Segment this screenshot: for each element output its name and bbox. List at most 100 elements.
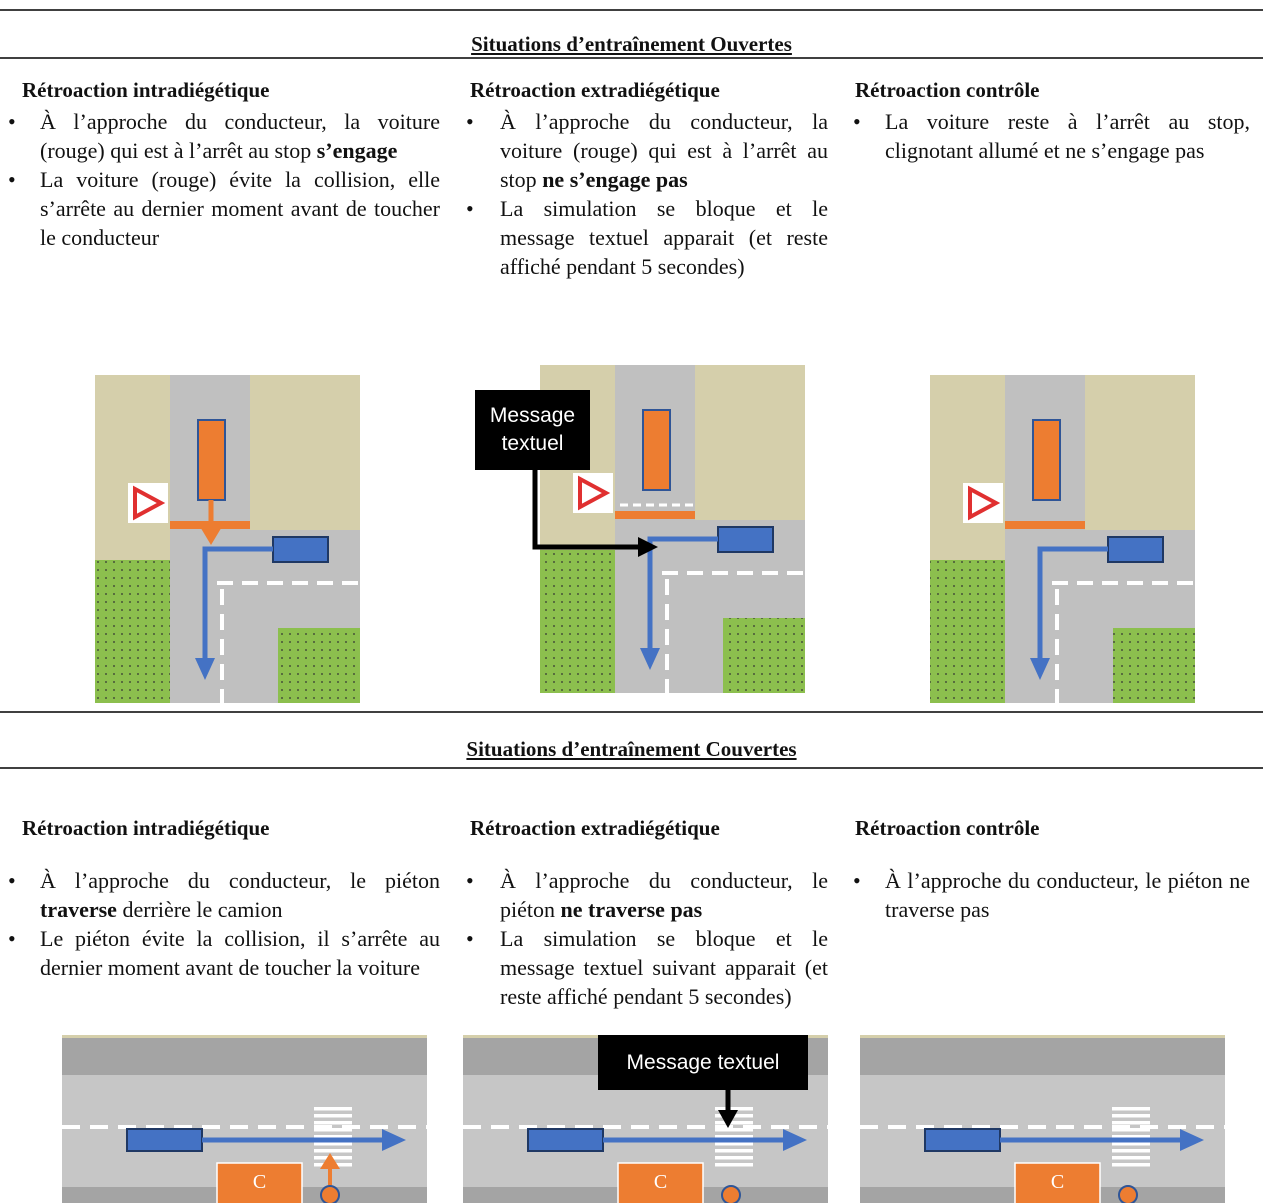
bullet: • [8,868,16,893]
sidewalk [860,1035,1225,1075]
curb [62,1035,427,1038]
bullet: • [466,868,474,893]
crosswalk-stripe [314,1107,352,1111]
building [930,375,1005,560]
crosswalk-stripe [1112,1128,1150,1132]
crosswalk-stripe [314,1156,352,1160]
red-car [642,409,671,491]
crosswalk-stripe [715,1128,753,1132]
column-heading: Rétroaction extradiégétique [470,816,720,840]
building [1085,375,1195,530]
bullet-list: • À l’approche du conducteur, la voiture … [466,107,828,281]
bullet-item: • Le piéton évite la collision, il s’arrê… [8,924,440,982]
arrow-head [320,1153,340,1169]
crosswalk-stripe [1112,1135,1150,1139]
truck-label: C [653,1171,668,1193]
crosswalk-stripe [314,1142,352,1146]
truck-label: C [1050,1171,1065,1193]
grass [930,560,1005,703]
crosswalk-stripe [715,1135,753,1139]
bullet-list: • À l’approche du conducteur, le piéton n… [466,866,828,1011]
bullet: • [466,926,474,951]
bullet: • [8,167,16,192]
crosswalk-stripe [1112,1149,1150,1153]
crosswalk-stripe [715,1142,753,1146]
bullet: • [8,926,16,951]
crosswalk-stripe [1112,1142,1150,1146]
bullet-item: • À l’approche du conducteur, le piéton n… [466,866,828,924]
building [250,375,360,530]
message-box: Message textuel [475,390,590,470]
bullet: • [8,109,16,134]
blue-car [272,536,329,563]
column-heading: Rétroaction contrôle [855,78,1040,102]
crosswalk-stripe [715,1156,753,1160]
text-run: À l’approche du conducteur, le piéton [40,868,440,893]
column-heading: Rétroaction intradiégétique [22,816,270,840]
bold-run: traverse [40,897,117,922]
text-run: La voiture (rouge) évite la collision, e… [40,167,440,250]
section-title: Situations d’entraînement Ouvertes [471,32,792,56]
stop-line [1005,521,1085,529]
yield-sign [133,485,166,521]
building [695,365,805,520]
blue-car [126,1128,203,1152]
bullet: • [466,109,474,134]
crosswalk-stripe [1112,1163,1150,1167]
arrow-head [1180,1129,1204,1151]
column-heading: Rétroaction contrôle [855,816,1040,840]
bold-run: ne traverse pas [560,897,703,922]
bullet-item: • La voiture (rouge) évite la collision, … [8,165,440,252]
bold-run: s’engage [316,138,398,163]
crosswalk-stripe [715,1149,753,1153]
text-run: La simulation se bloque et le message te… [500,926,828,1009]
text-run: La voiture reste à l’arrêt au stop, clig… [885,109,1250,163]
blue-path [202,546,273,660]
arrow-head [640,648,660,670]
building [95,375,170,560]
truck [1014,1162,1101,1203]
blue-car [527,1128,604,1152]
crosswalk-stripe [715,1107,753,1111]
truck [216,1162,303,1203]
crosswalk-stripe [1112,1107,1150,1111]
red-car [197,419,226,501]
curb [860,1035,1225,1038]
bullet-list: • À l’approche du conducteur, le piéton t… [8,866,440,982]
crosswalk-stripe [314,1128,352,1132]
bullet-list: • À l’approche du conducteur, le piéton n… [853,866,1250,924]
pedestrian [721,1185,741,1203]
crosswalk-stripe [715,1163,753,1167]
bold-run: ne s’engage pas [542,167,688,192]
message-box: Message textuel [598,1035,808,1090]
grass [723,618,805,693]
text-run: À l’approche du conducteur, la voiture (… [500,109,828,192]
crosswalk-stripe [314,1135,352,1139]
arrow-head [382,1129,406,1151]
grass [95,560,170,703]
crosswalk-stripe [1112,1156,1150,1160]
truck-label: C [252,1171,267,1193]
crosswalk-stripe [1112,1114,1150,1118]
blue-path [647,536,718,650]
stop-line [615,511,695,519]
grass [278,628,360,703]
bullet-item: • À l’approche du conducteur, le piéton t… [8,866,440,924]
arrow-head [199,525,223,545]
yield-sign [578,475,611,511]
bullet-item: • À l’approche du conducteur, le piéton n… [853,866,1250,924]
section-title: Situations d’entraînement Couvertes [466,737,797,761]
red-car [1032,419,1061,501]
arrow-head [718,1110,738,1128]
blue-car [924,1128,1001,1152]
pedestrian [1118,1185,1138,1203]
bullet-item: • La simulation se bloque et le message t… [466,194,828,281]
bullet-list: • La voiture reste à l’arrêt au stop, cli… [853,107,1250,165]
truck [617,1162,704,1203]
arrow-head [1030,658,1050,680]
text-run: La simulation se bloque et le message te… [500,196,828,279]
text-run: À l’approche du conducteur, la voiture (… [40,109,440,163]
sidewalk [62,1035,427,1075]
blue-path [1037,546,1108,660]
